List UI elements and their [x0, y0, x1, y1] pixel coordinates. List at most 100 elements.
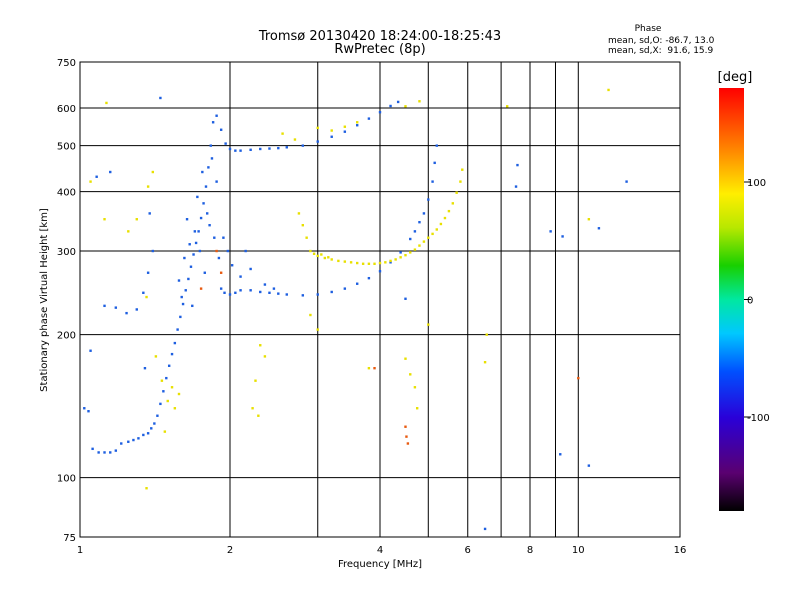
data-point-x: [343, 260, 347, 263]
data-point-o: [109, 170, 112, 174]
data-point-o: [177, 279, 181, 282]
y-axis-ticks: 75 100 200 300 400 500 600 750: [57, 58, 76, 544]
data-point-o: [272, 287, 276, 290]
data-point-x: [127, 230, 130, 233]
data-point-o: [367, 117, 371, 120]
data-point-x: [103, 218, 106, 221]
data-point-x: [337, 259, 340, 263]
data-point-o: [330, 135, 333, 138]
data-point-o: [399, 251, 402, 254]
data-point-o: [165, 376, 168, 380]
data-point-o: [625, 180, 628, 183]
data-point-o-x: [406, 442, 410, 445]
data-point-o: [97, 451, 100, 454]
data-point-o: [196, 195, 199, 199]
chart-subtitle: RwPretec (8p): [334, 42, 425, 57]
data-point-o: [597, 227, 601, 230]
data-point-o: [427, 198, 430, 201]
data-point-x: [327, 256, 330, 259]
data-point-x: [435, 228, 438, 231]
data-point-o: [192, 253, 195, 256]
data-point-x: [297, 212, 301, 215]
data-point-o: [180, 295, 183, 299]
data-point-x: [259, 344, 262, 347]
data-point-o: [148, 212, 151, 215]
data-point-x: [367, 366, 371, 370]
data-point-o: [343, 130, 347, 133]
x-tick-label: 10: [572, 545, 585, 556]
data-point-x: [607, 88, 610, 92]
data-point-x: [459, 180, 462, 183]
data-point-o-x: [577, 376, 580, 380]
data-point-o-x: [219, 271, 223, 274]
data-point-x: [330, 129, 333, 132]
data-point-o: [91, 447, 94, 451]
y-tick-label: 100: [57, 474, 76, 485]
data-point-o: [167, 364, 171, 367]
data-point-o: [483, 527, 487, 531]
data-point-o: [239, 275, 242, 278]
data-point-x: [160, 379, 164, 382]
data-point-o: [268, 147, 271, 150]
data-point-x: [89, 180, 92, 183]
data-point-o: [396, 100, 400, 104]
data-point-o: [268, 291, 271, 295]
data-point-x: [316, 254, 319, 258]
data-point-o: [228, 293, 232, 296]
data-point-x: [145, 487, 148, 490]
data-point-o: [249, 267, 252, 271]
data-point-o: [156, 414, 159, 417]
data-point-o: [301, 144, 305, 147]
data-point-o: [203, 271, 206, 274]
data-point-o: [378, 270, 382, 273]
colorbar-tick-label: 100: [747, 178, 766, 189]
data-point-x: [367, 262, 371, 265]
data-point-x: [163, 430, 167, 433]
data-point-x: [394, 258, 397, 261]
data-point-o: [219, 128, 223, 131]
data-point-o: [159, 402, 162, 406]
data-point-x: [251, 407, 254, 410]
data-point-o: [378, 110, 382, 114]
data-point-o: [409, 237, 412, 241]
y-tick-label: 75: [63, 533, 76, 544]
data-point-o: [587, 464, 591, 467]
data-point-o: [207, 166, 210, 169]
data-point-o: [83, 407, 86, 410]
y-tick-label: 200: [57, 331, 76, 342]
data-point-o: [389, 104, 392, 108]
data-point-o: [181, 302, 185, 306]
data-point-o: [150, 427, 153, 430]
data-point-o: [204, 185, 208, 188]
data-point-o: [228, 147, 232, 151]
data-point-o: [125, 311, 128, 315]
data-point-x: [427, 323, 430, 326]
data-point-x: [422, 240, 426, 243]
x-tick-label: 6: [465, 545, 471, 556]
data-point-o: [188, 243, 191, 246]
data-point-o: [120, 442, 123, 445]
data-point-x: [409, 251, 412, 254]
data-point-o: [234, 149, 237, 152]
data-point-o: [561, 235, 564, 238]
data-point-x: [418, 100, 421, 103]
data-point-x: [447, 209, 451, 213]
data-point-o: [413, 230, 417, 233]
data-point-x: [257, 414, 260, 417]
data-point-o: [285, 146, 288, 149]
data-point-o: [433, 161, 436, 165]
phase-stats-x: mean, sd,X: 91.6, 15.9: [608, 46, 714, 56]
data-point-x: [587, 218, 591, 221]
colorbar: [719, 88, 744, 511]
data-point-o: [301, 294, 305, 297]
chart-title: Tromsø 20130420 18:24:00-18:25:43: [258, 29, 501, 44]
data-point-o: [202, 202, 205, 205]
data-point-o: [109, 451, 112, 454]
data-point-o: [355, 124, 359, 127]
data-point-o: [230, 264, 234, 267]
data-point-o-x: [404, 425, 407, 428]
data-point-o: [249, 148, 252, 152]
x-tick-label: 16: [674, 545, 687, 556]
data-point-o: [199, 216, 203, 220]
data-point-o: [103, 451, 106, 454]
